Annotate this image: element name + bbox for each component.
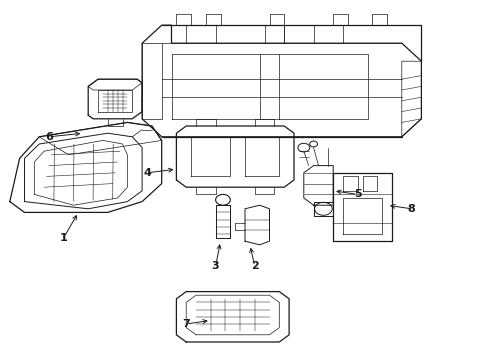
Text: 7: 7 (182, 319, 190, 329)
Text: 1: 1 (60, 233, 68, 243)
Text: 6: 6 (45, 132, 53, 142)
Text: 8: 8 (408, 204, 416, 214)
Text: 4: 4 (143, 168, 151, 178)
Text: 2: 2 (251, 261, 259, 271)
Text: 5: 5 (354, 189, 362, 199)
Text: 3: 3 (212, 261, 220, 271)
